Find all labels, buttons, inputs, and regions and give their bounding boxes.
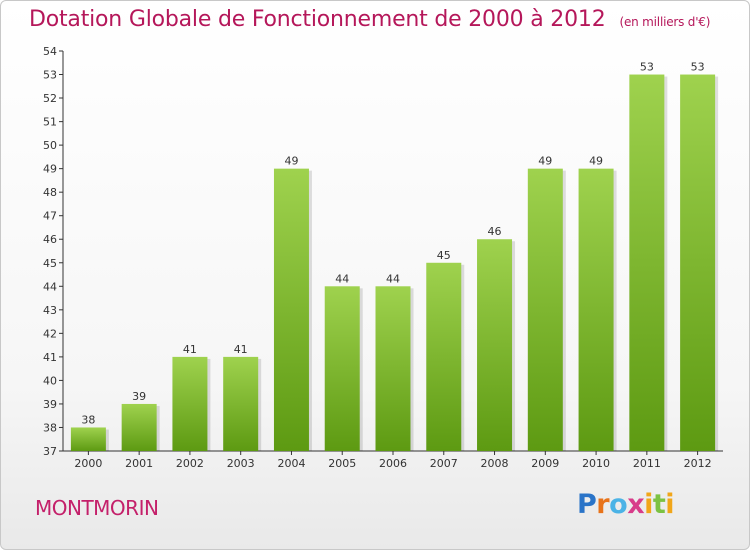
bar-2005 [324,286,360,451]
y-tick-label: 43 [43,304,57,317]
y-tick-label: 41 [43,351,57,364]
x-tick-label: 2012 [684,457,712,470]
data-label: 44 [335,272,349,285]
data-label: 46 [488,225,502,238]
chart-title: Dotation Globale de Fonctionnement de 20… [29,7,710,32]
x-tick-label: 2002 [176,457,204,470]
y-tick-label: 51 [43,116,57,129]
y-tick-label: 39 [43,398,57,411]
bar-2011 [629,74,665,451]
x-tick-label: 2001 [125,457,153,470]
bar-2000 [70,427,106,451]
bar-2004 [273,168,309,451]
bar-2008 [477,239,513,451]
y-tick-label: 37 [43,445,57,458]
data-label: 38 [81,413,95,426]
data-label: 53 [640,61,654,74]
data-label: 49 [284,155,298,168]
chart-unit: (en milliers d'€) [619,15,711,29]
bar-2003 [223,356,259,451]
x-tick-label: 2000 [74,457,102,470]
y-tick-label: 49 [43,163,57,176]
y-axis: 37 38 39 40 41 42 43 44 45 46 47 48 49 50 51 52 53 54 [43,45,64,458]
commune-name: MONTMORIN [35,496,159,520]
data-label: 44 [386,272,400,285]
y-tick-label: 40 [43,374,57,387]
y-tick-label: 47 [43,210,57,223]
y-tick-label: 52 [43,92,57,105]
data-label: 49 [589,155,603,168]
y-tick-label: 48 [43,186,57,199]
bar-2012 [680,74,716,451]
x-tick-label: 2009 [531,457,559,470]
bar-2002 [172,356,208,451]
bar-2007 [426,262,462,451]
bars [70,74,719,451]
data-label: 41 [183,343,197,356]
y-tick-label: 38 [43,421,57,434]
x-tick-label: 2011 [633,457,661,470]
data-label: 41 [234,343,248,356]
bar-2001 [121,403,157,451]
bar-2006 [375,286,411,451]
y-tick-label: 54 [43,45,57,58]
y-tick-label: 42 [43,327,57,340]
y-tick-label: 50 [43,139,57,152]
bar-2010 [578,168,614,451]
y-tick-label: 45 [43,257,57,270]
data-label: 39 [132,390,146,403]
y-tick-label: 53 [43,69,57,82]
x-tick-label: 2007 [430,457,458,470]
x-tick-label: 2006 [379,457,407,470]
x-axis: 2000 2001 2002 2003 2004 2005 2006 2007 2008 2009… [63,450,723,470]
y-tick-label: 44 [43,280,57,293]
proxiti-logo: Proxiti [577,489,675,520]
data-labels: 38 39 41 41 49 44 44 45 46 49 49 53 53 [81,61,704,427]
x-tick-label: 2010 [582,457,610,470]
x-tick-label: 2003 [227,457,255,470]
data-label: 49 [538,155,552,168]
x-tick-label: 2004 [277,457,305,470]
y-tick-label: 46 [43,233,57,246]
x-tick-label: 2008 [481,457,509,470]
bar-2009 [527,168,563,451]
data-label: 53 [691,61,705,74]
data-label: 45 [437,249,451,262]
x-tick-label: 2005 [328,457,356,470]
chart-title-text: Dotation Globale de Fonctionnement de 20… [29,7,606,32]
